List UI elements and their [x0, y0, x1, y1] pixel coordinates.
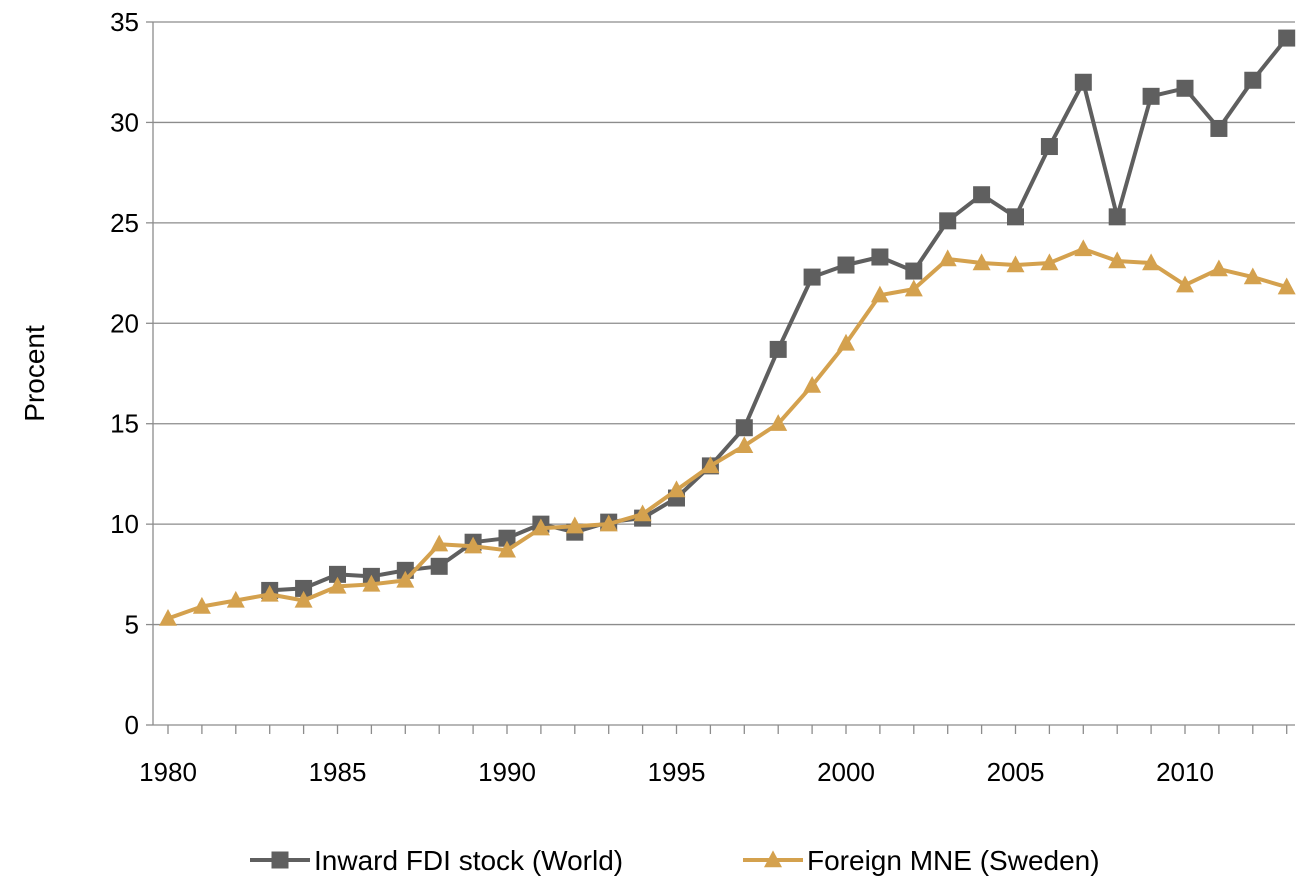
data-point: [1108, 208, 1126, 226]
data-point: [735, 419, 753, 437]
data-point: [633, 504, 652, 522]
data-point: [904, 279, 923, 297]
data-point: [192, 596, 211, 614]
data-point: [531, 518, 550, 536]
series-line: [167, 247, 1288, 621]
data-point: [1040, 138, 1058, 156]
data-point: [498, 540, 516, 558]
data-point: [1108, 251, 1127, 269]
series-lines: [159, 29, 1296, 626]
y-tick-label: 5: [125, 610, 139, 640]
data-point: [871, 248, 889, 266]
data-point: [837, 256, 855, 274]
data-point: [1074, 239, 1093, 257]
data-point: [1074, 73, 1092, 91]
data-point: [1176, 275, 1194, 293]
data-point: [328, 576, 347, 594]
x-tick-label: 2005: [987, 757, 1045, 787]
data-point: [159, 608, 177, 626]
data-point: [599, 514, 618, 532]
data-point: [1278, 29, 1296, 47]
legend-label: Foreign MNE (Sweden): [807, 845, 1100, 876]
data-point: [1007, 208, 1024, 226]
series-line: [269, 36, 1289, 593]
data-point: [396, 570, 415, 588]
data-point: [939, 212, 957, 230]
data-point: [973, 186, 991, 204]
data-point: [329, 565, 346, 583]
data-point: [430, 557, 448, 575]
x-tick-label: 2010: [1156, 757, 1214, 787]
y-axis-title: Procent: [19, 325, 50, 422]
data-point: [294, 590, 313, 608]
gridlines: [153, 21, 1295, 626]
legend-marker: [271, 851, 289, 869]
data-point: [905, 262, 923, 280]
data-point: [295, 579, 313, 597]
data-point: [1176, 79, 1194, 97]
data-point: [1209, 259, 1228, 277]
data-point: [565, 516, 584, 534]
data-point: [803, 268, 821, 286]
series-2: [159, 239, 1296, 626]
legend-marker: [764, 850, 782, 868]
data-point: [769, 414, 788, 431]
data-point: [701, 456, 720, 474]
data-point: [1006, 255, 1025, 273]
data-point: [1243, 267, 1262, 285]
data-point: [938, 249, 957, 267]
data-point: [1277, 277, 1296, 295]
y-tick-label: 20: [110, 308, 139, 338]
data-point: [972, 253, 991, 271]
y-tick-label: 35: [110, 7, 139, 37]
data-point: [837, 333, 855, 351]
data-point: [226, 590, 245, 608]
data-point: [362, 574, 381, 592]
data-point: [735, 436, 754, 454]
data-point: [769, 340, 787, 358]
data-point: [1142, 87, 1160, 105]
data-point: [1142, 253, 1161, 271]
data-point: [1040, 253, 1059, 271]
x-tick-label: 2000: [817, 757, 875, 787]
x-tick-label: 1980: [139, 757, 197, 787]
x-tick-label: 1995: [648, 757, 706, 787]
data-point: [1244, 71, 1262, 89]
x-tick-label: 1985: [309, 757, 367, 787]
series-1: [261, 29, 1296, 599]
y-tick-label: 25: [110, 208, 139, 238]
legend-item-1: Inward FDI stock (World): [250, 845, 623, 876]
legend-item-2: Foreign MNE (Sweden): [743, 845, 1100, 876]
data-point: [1210, 119, 1228, 137]
data-point: [498, 529, 516, 547]
data-point: [260, 584, 279, 602]
x-tick-label: 1990: [478, 757, 536, 787]
data-point: [430, 534, 449, 552]
data-point: [803, 375, 822, 393]
data-point: [870, 285, 889, 303]
y-tick-label: 30: [110, 107, 139, 137]
y-tick-label: 15: [110, 409, 139, 439]
y-tick-label: 0: [125, 710, 139, 740]
legend: Inward FDI stock (World) Foreign MNE (Swe…: [250, 845, 1100, 876]
data-point: [667, 480, 686, 498]
y-tick-label: 10: [110, 509, 139, 539]
axes: 0 5 10 15 20 25 30 35 1980 1985 1990 1995 2000 2005 20…: [19, 7, 1295, 787]
legend-label: Inward FDI stock (World): [314, 845, 623, 876]
data-point: [464, 536, 483, 554]
